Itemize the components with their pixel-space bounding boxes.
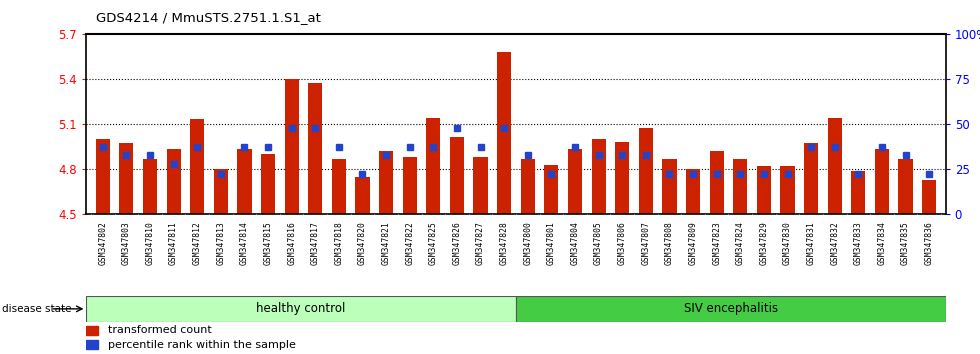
Text: GSM347825: GSM347825 <box>429 221 438 264</box>
Bar <box>356 177 369 214</box>
Bar <box>86 340 98 349</box>
Bar <box>379 151 393 214</box>
Bar <box>284 79 299 214</box>
Bar <box>852 171 865 214</box>
Bar <box>261 154 275 214</box>
Bar <box>308 83 322 214</box>
Text: transformed count: transformed count <box>108 325 212 336</box>
Text: GSM347814: GSM347814 <box>240 221 249 264</box>
Bar <box>828 118 842 214</box>
Bar <box>922 179 936 214</box>
Text: GSM347832: GSM347832 <box>830 221 839 264</box>
Bar <box>497 52 512 214</box>
Text: GSM347831: GSM347831 <box>807 221 815 264</box>
Bar <box>426 118 440 214</box>
Text: GDS4214 / MmuSTS.2751.1.S1_at: GDS4214 / MmuSTS.2751.1.S1_at <box>96 11 320 24</box>
Text: GSM347804: GSM347804 <box>570 221 579 264</box>
Bar <box>237 149 252 214</box>
Text: GSM347807: GSM347807 <box>641 221 651 264</box>
Text: GSM347823: GSM347823 <box>712 221 721 264</box>
Bar <box>686 169 700 214</box>
Text: GSM347836: GSM347836 <box>925 221 934 264</box>
Text: GSM347806: GSM347806 <box>617 221 627 264</box>
Text: GSM347824: GSM347824 <box>736 221 745 264</box>
Bar <box>450 137 464 214</box>
Bar <box>190 119 204 214</box>
Bar <box>804 143 818 214</box>
Text: GSM347833: GSM347833 <box>854 221 862 264</box>
Text: GSM347800: GSM347800 <box>523 221 532 264</box>
Bar <box>662 159 676 214</box>
Bar <box>167 149 180 214</box>
Text: GSM347808: GSM347808 <box>665 221 674 264</box>
Bar <box>710 151 724 214</box>
Text: GSM347816: GSM347816 <box>287 221 296 264</box>
Bar <box>899 159 912 214</box>
Text: GSM347801: GSM347801 <box>547 221 556 264</box>
Text: GSM347815: GSM347815 <box>264 221 272 264</box>
Text: GSM347818: GSM347818 <box>334 221 343 264</box>
Bar <box>615 142 629 214</box>
Text: GSM347817: GSM347817 <box>311 221 319 264</box>
Bar <box>568 149 582 214</box>
Text: percentile rank within the sample: percentile rank within the sample <box>108 340 296 350</box>
Text: GSM347810: GSM347810 <box>145 221 155 264</box>
Bar <box>780 166 795 214</box>
Bar <box>544 165 559 214</box>
Bar <box>515 296 946 322</box>
Bar <box>875 149 889 214</box>
Text: GSM347821: GSM347821 <box>381 221 391 264</box>
Text: GSM347826: GSM347826 <box>453 221 462 264</box>
Bar <box>403 157 416 214</box>
Bar <box>639 129 653 214</box>
Text: GSM347822: GSM347822 <box>405 221 415 264</box>
Bar <box>143 159 157 214</box>
Text: healthy control: healthy control <box>257 302 346 315</box>
Text: GSM347813: GSM347813 <box>217 221 225 264</box>
Text: GSM347835: GSM347835 <box>901 221 910 264</box>
Bar <box>96 139 110 214</box>
Bar <box>733 159 748 214</box>
Text: GSM347828: GSM347828 <box>500 221 509 264</box>
Text: GSM347829: GSM347829 <box>760 221 768 264</box>
Text: GSM347820: GSM347820 <box>358 221 367 264</box>
Text: GSM347811: GSM347811 <box>170 221 178 264</box>
Text: GSM347803: GSM347803 <box>122 221 131 264</box>
Bar <box>592 139 606 214</box>
Bar <box>86 296 515 322</box>
Bar <box>520 159 535 214</box>
Text: disease state: disease state <box>2 304 72 314</box>
Text: GSM347812: GSM347812 <box>193 221 202 264</box>
Bar <box>120 143 133 214</box>
Text: GSM347830: GSM347830 <box>783 221 792 264</box>
Bar <box>473 157 488 214</box>
Text: GSM347809: GSM347809 <box>689 221 698 264</box>
Text: SIV encephalitis: SIV encephalitis <box>684 302 778 315</box>
Bar <box>214 169 228 214</box>
Text: GSM347834: GSM347834 <box>877 221 887 264</box>
Text: GSM347802: GSM347802 <box>98 221 107 264</box>
Text: GSM347805: GSM347805 <box>594 221 603 264</box>
Bar <box>757 166 771 214</box>
Bar <box>332 159 346 214</box>
Text: GSM347827: GSM347827 <box>476 221 485 264</box>
Bar <box>86 326 98 335</box>
